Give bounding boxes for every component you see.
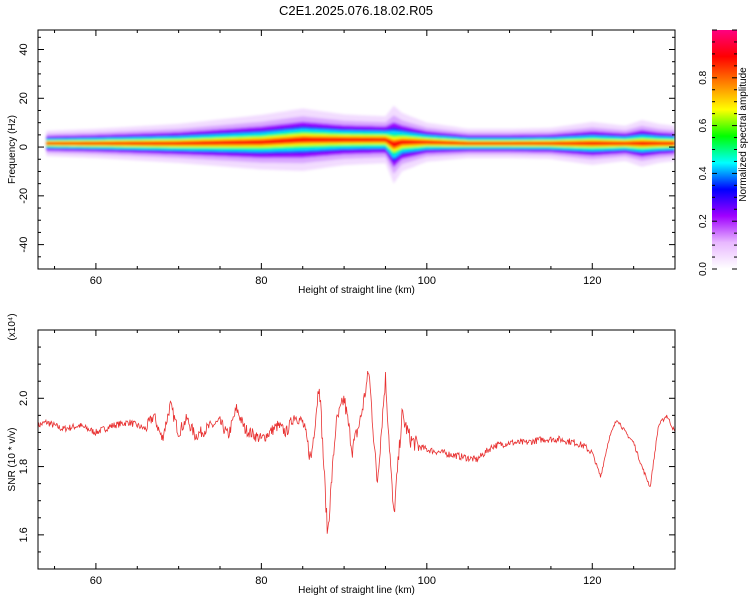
y-axis-label: Frequency (Hz) bbox=[7, 115, 18, 184]
x-axis-label: Height of straight line (km) bbox=[298, 285, 415, 296]
snr-series-line bbox=[38, 371, 675, 534]
x-axis-tick-label: 120 bbox=[583, 275, 601, 287]
plot-frame bbox=[37, 29, 676, 270]
y-axis-tick-label: 20 bbox=[18, 92, 30, 104]
x-axis-tick-label: 100 bbox=[418, 275, 436, 287]
x-axis-tick-label: 60 bbox=[90, 275, 102, 287]
colorbar-label: Normalized spectral amplitude bbox=[738, 67, 749, 202]
snr-panel: 60 80 100 120 2.0 1.8 1.6 Height of straight li… bbox=[7, 313, 676, 596]
colorbar-tick-label: 0.4 bbox=[698, 166, 709, 180]
y-axis-label: SNR (10 * v/v) bbox=[7, 428, 18, 492]
x-axis-tick-label: 60 bbox=[90, 575, 102, 587]
x-axis-label: Height of straight line (km) bbox=[298, 585, 415, 596]
colorbar-tick-label: 0.6 bbox=[698, 118, 709, 132]
colorbar-tick-label: 0.8 bbox=[698, 70, 709, 84]
figure-title: C2E1.2025.076.18.02.R05 bbox=[279, 3, 433, 18]
spectrogram-panel: 60 80 100 120 40 20 0 -20 -40 Height of straight … bbox=[7, 29, 676, 296]
ridge-level-8 bbox=[46, 137, 675, 148]
y-axis-multiplier: (x10⁴) bbox=[7, 313, 18, 340]
ridge-level-7 bbox=[46, 135, 675, 150]
y-axis-tick-label: -40 bbox=[18, 237, 30, 253]
y-axis-tick-label: -20 bbox=[18, 188, 30, 204]
x-axis-tick-label: 80 bbox=[255, 275, 267, 287]
y-axis-tick-label: 0 bbox=[18, 144, 30, 150]
y-axis-tick-label: 1.8 bbox=[18, 459, 30, 474]
x-axis-tick-label: 120 bbox=[583, 575, 601, 587]
colorbar-gradient bbox=[712, 30, 737, 269]
plot-background bbox=[38, 330, 675, 569]
y-axis-tick-label: 40 bbox=[18, 43, 30, 55]
ridge-level-6 bbox=[46, 133, 675, 152]
x-axis-tick-label: 80 bbox=[255, 575, 267, 587]
x-axis-tick-label: 100 bbox=[418, 575, 436, 587]
y-axis-tick-label: 2.0 bbox=[18, 391, 30, 406]
colorbar-tick-label: 0.2 bbox=[698, 214, 709, 228]
ridge-band bbox=[46, 105, 675, 184]
colorbar: 0.0 0.2 0.4 0.6 0.8 Normalized spectral ampli… bbox=[698, 29, 749, 276]
colorbar-tick-label: 0.0 bbox=[698, 262, 709, 276]
y-axis-tick-label: 1.6 bbox=[18, 527, 30, 542]
